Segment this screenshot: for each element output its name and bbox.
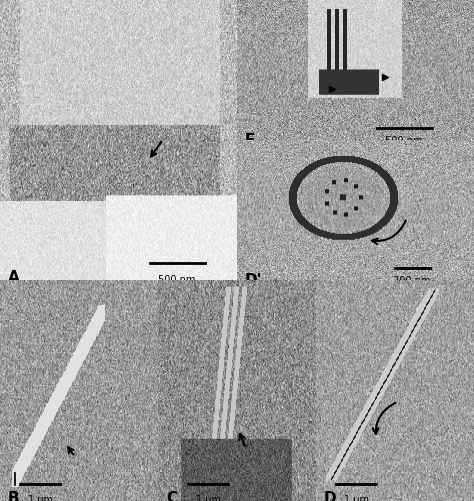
Text: A: A xyxy=(8,270,20,284)
Text: B: B xyxy=(8,490,19,501)
Text: E: E xyxy=(245,132,255,147)
Text: C: C xyxy=(166,490,177,501)
Text: 200 nm: 200 nm xyxy=(393,276,431,286)
Text: 1 μm: 1 μm xyxy=(195,494,220,501)
Text: D': D' xyxy=(245,273,263,288)
Text: 1 μm: 1 μm xyxy=(344,494,368,501)
Text: 500 nm: 500 nm xyxy=(158,275,196,285)
Text: 1 μm: 1 μm xyxy=(27,494,53,501)
Text: D: D xyxy=(324,490,337,501)
Text: 500 nm: 500 nm xyxy=(385,135,423,145)
